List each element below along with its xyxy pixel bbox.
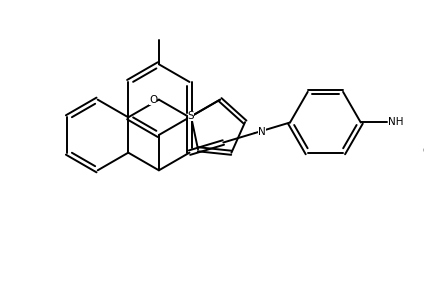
Text: S: S [188, 111, 194, 121]
Text: N: N [258, 127, 266, 137]
Text: O: O [149, 95, 157, 104]
Text: O: O [422, 146, 424, 156]
Text: NH: NH [388, 117, 404, 127]
